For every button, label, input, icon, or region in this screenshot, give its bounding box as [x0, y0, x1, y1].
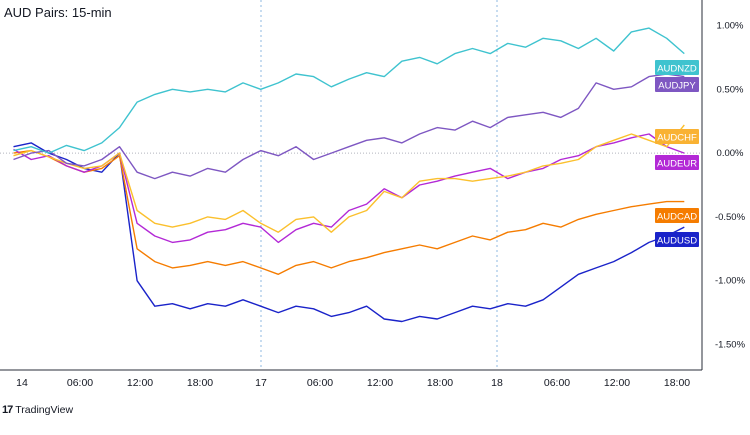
- x-tick-label: 14: [16, 377, 28, 389]
- legend-label-audnzd: AUDNZD: [657, 64, 697, 75]
- series-line-audcad: [13, 149, 685, 275]
- y-tick-label: -0.50%: [715, 212, 746, 223]
- x-tick-label: 18:00: [664, 377, 690, 389]
- x-tick-label: 06:00: [67, 377, 93, 389]
- x-tick-label: 17: [255, 377, 267, 389]
- legend-badge-audchf: [655, 129, 699, 144]
- y-tick-label: 0.00%: [717, 148, 744, 159]
- legend-label-audchf: AUDCHF: [657, 133, 697, 144]
- x-tick-label: 06:00: [544, 377, 570, 389]
- legend-label-audeur: AUDEUR: [657, 159, 697, 170]
- brand-name: TradingView: [15, 404, 74, 416]
- series-line-audchf: [13, 124, 685, 233]
- x-tick-label: 12:00: [127, 377, 153, 389]
- legend-label-audcad: AUDCAD: [657, 212, 697, 223]
- legend-badge-audcad: [655, 208, 699, 223]
- chart-title: AUD Pairs: 15-min: [4, 5, 112, 20]
- legend-badge-audjpy: [655, 77, 699, 92]
- series-line-audnzd: [13, 27, 685, 154]
- x-tick-label: 18: [491, 377, 503, 389]
- y-tick-label: -1.50%: [715, 339, 746, 350]
- x-tick-label: 12:00: [604, 377, 630, 389]
- x-tick-label: 18:00: [427, 377, 453, 389]
- x-tick-label: 06:00: [307, 377, 333, 389]
- legend-badge-audusd: [655, 232, 699, 247]
- series-line-audeur: [13, 133, 685, 244]
- series-line-audusd: [13, 142, 685, 323]
- footer: 17 TradingView: [2, 404, 73, 416]
- y-tick-label: 0.50%: [717, 84, 744, 95]
- x-tick-label: 12:00: [367, 377, 393, 389]
- legend-label-audjpy: AUDJPY: [658, 81, 696, 92]
- series-line-audjpy: [13, 73, 685, 180]
- y-tick-label: -1.00%: [715, 276, 746, 287]
- legend-badge-audeur: [655, 155, 699, 170]
- tradingview-logo-icon: 17: [2, 404, 13, 416]
- y-tick-label: 1.00%: [717, 21, 744, 32]
- legend-badge-audnzd: [655, 60, 699, 75]
- legend-label-audusd: AUDUSD: [657, 236, 697, 247]
- x-tick-label: 18:00: [187, 377, 213, 389]
